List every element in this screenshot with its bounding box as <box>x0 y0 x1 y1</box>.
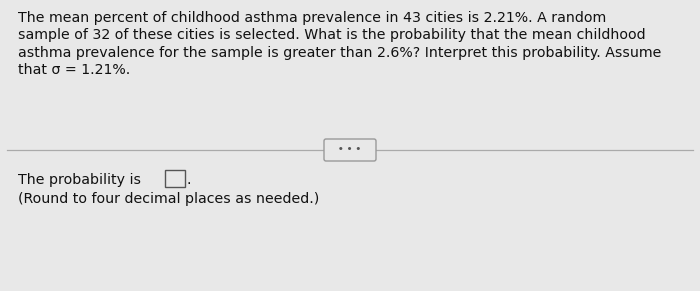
FancyBboxPatch shape <box>165 170 185 187</box>
Text: asthma prevalence for the sample is greater than 2.6%? Interpret this probabilit: asthma prevalence for the sample is grea… <box>18 46 662 60</box>
Text: The mean percent of childhood asthma prevalence in 43 cities is 2.21%. A random: The mean percent of childhood asthma pre… <box>18 11 606 25</box>
Text: that σ = 1.21%.: that σ = 1.21%. <box>18 63 130 77</box>
Text: (Round to four decimal places as needed.): (Round to four decimal places as needed.… <box>18 193 319 207</box>
Text: • • •: • • • <box>338 146 362 155</box>
FancyBboxPatch shape <box>324 139 376 161</box>
Text: The probability is: The probability is <box>18 173 141 187</box>
Text: sample of 32 of these cities is selected. What is the probability that the mean : sample of 32 of these cities is selected… <box>18 29 645 42</box>
Text: .: . <box>187 173 192 187</box>
